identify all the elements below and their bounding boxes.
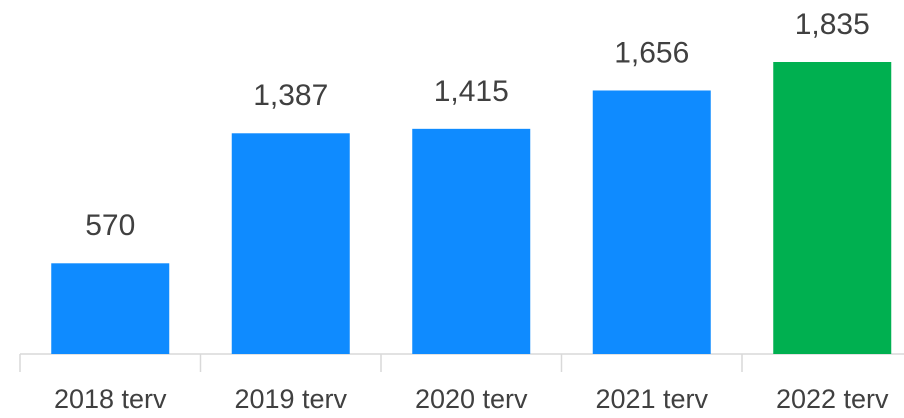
- x-tick-label: 2020 terv: [415, 384, 528, 414]
- x-tick-label: 2022 terv: [776, 384, 889, 414]
- value-label: 1,656: [614, 36, 689, 69]
- value-label: 570: [85, 209, 135, 242]
- bar: [51, 263, 170, 354]
- value-label: 1,835: [795, 8, 870, 41]
- bar: [231, 133, 350, 354]
- x-tick-label: 2018 terv: [54, 384, 167, 414]
- value-label: 1,415: [434, 75, 509, 108]
- value-label: 1,387: [253, 79, 328, 112]
- bar: [592, 90, 711, 355]
- x-tick-label: 2019 terv: [234, 384, 347, 414]
- bar: [773, 62, 892, 354]
- bar: [412, 128, 531, 354]
- x-tick-label: 2021 terv: [595, 384, 708, 414]
